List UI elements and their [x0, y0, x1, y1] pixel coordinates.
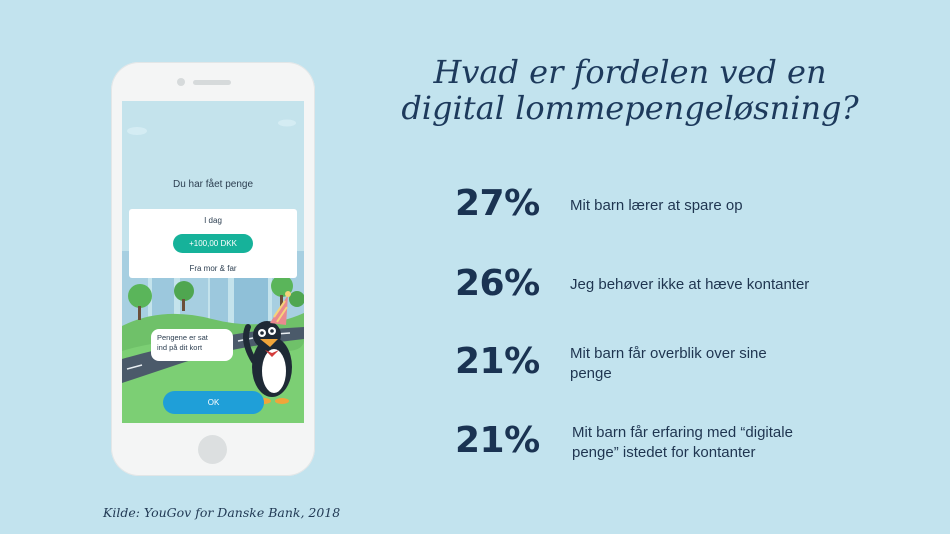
screen-title: Du har fået penge	[172, 179, 254, 190]
headline-line-1: Hvad er fordelen ved en	[433, 53, 827, 91]
speech-bubble-line-2: ind på dit kort	[157, 343, 203, 352]
stat-percent: 26%	[455, 263, 540, 304]
stat-label-line-2: penge” istedet for kontanter	[572, 444, 756, 461]
phone-screen: Du har fået penge I dag +100,00 DKK Fra …	[122, 101, 304, 423]
ok-button[interactable]: OK	[163, 391, 264, 414]
stat-percent: 27%	[455, 183, 540, 224]
payment-card: I dag +100,00 DKK Fra mor & far	[129, 209, 297, 278]
stat-label: Mit barn lærer at spare op	[570, 196, 830, 216]
home-button	[198, 435, 227, 464]
stat-label: Mit barn får erfaring med “digitale peng…	[572, 423, 832, 463]
speech-bubble: Pengene er sat ind på dit kort	[151, 329, 233, 361]
stat-label-line-2: penge	[570, 365, 612, 382]
headline-line-2: digital lommepengeløsning?	[401, 89, 859, 127]
stat-label-line-1: Jeg behøver ikke at hæve kontanter	[570, 276, 810, 293]
payment-date: I dag	[204, 216, 222, 225]
speech-bubble-line-1: Pengene er sat	[157, 333, 208, 342]
stat-percent: 21%	[455, 420, 540, 461]
stat-label-line-1: Mit barn får erfaring med “digitale	[572, 424, 793, 441]
stat-label: Jeg behøver ikke at hæve kontanter	[570, 275, 830, 295]
stat-label-line-1: Mit barn får overblik over sine	[570, 345, 767, 362]
source-note: Kilde: YouGov for Danske Bank, 2018	[103, 505, 341, 520]
stat-percent: 21%	[455, 341, 540, 382]
stat-label: Mit barn får overblik over sine penge	[570, 344, 830, 384]
headline: Hvad er fordelen ved en digital lommepen…	[380, 54, 880, 126]
payment-sender: Fra mor & far	[189, 264, 237, 273]
amount-badge: +100,00 DKK	[173, 234, 253, 253]
camera-dot	[177, 78, 185, 86]
phone-earpiece	[193, 80, 231, 85]
stat-label-line-1: Mit barn lærer at spare op	[570, 197, 743, 214]
phone-mockup: Du har fået penge I dag +100,00 DKK Fra …	[111, 62, 315, 476]
penguin-mascot-icon	[243, 291, 292, 404]
